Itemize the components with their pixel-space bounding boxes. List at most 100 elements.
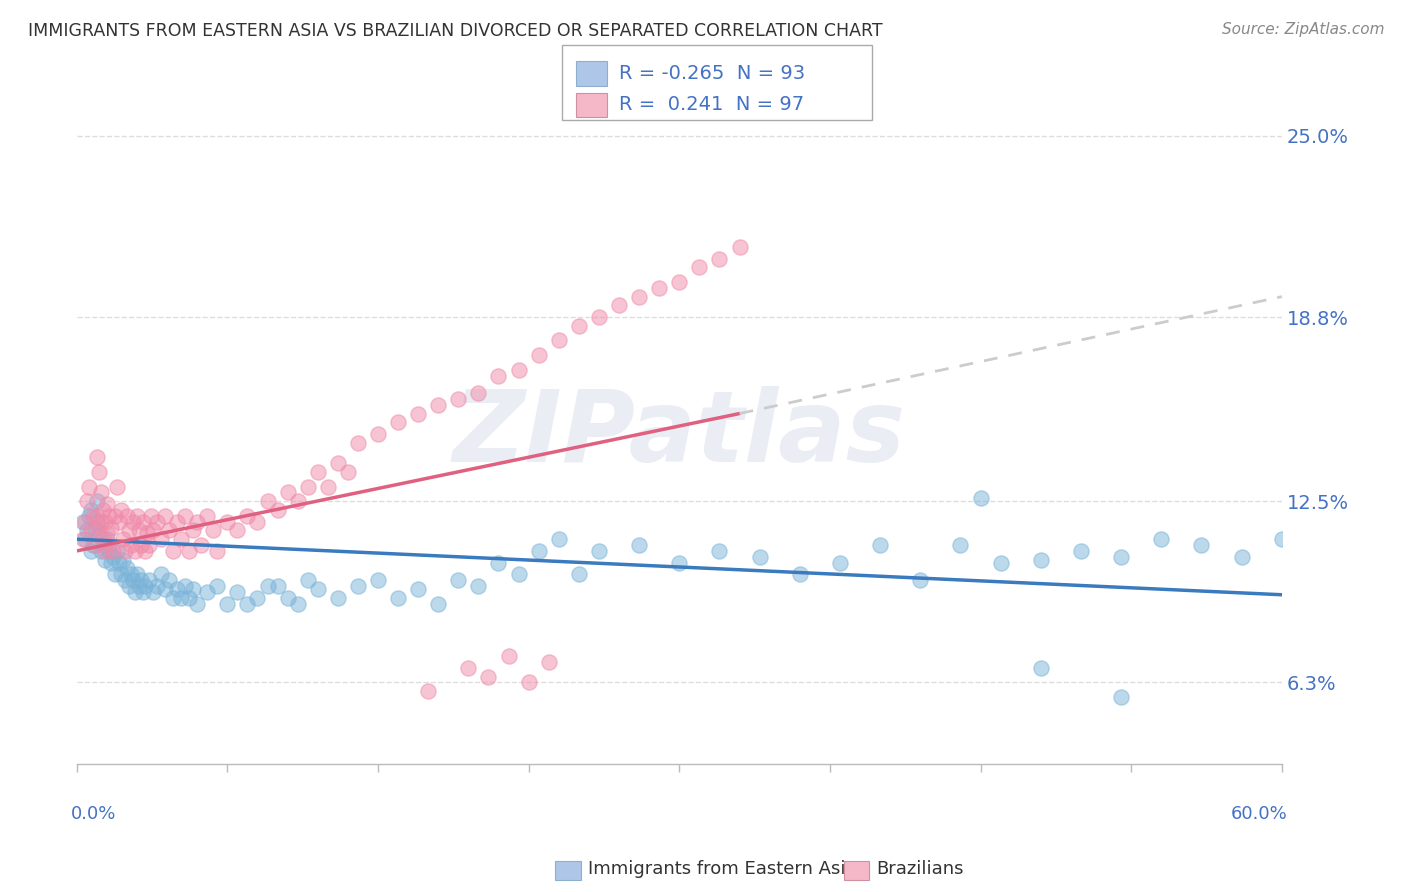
Point [87, 529, 110, 543]
Point [72, 515, 94, 529]
Point [467, 579, 489, 593]
Point [195, 508, 218, 523]
Point [80, 524, 103, 538]
Point [115, 561, 138, 575]
Point [508, 567, 530, 582]
Point [527, 544, 550, 558]
Point [77, 508, 100, 523]
Point [100, 520, 122, 534]
Point [86, 494, 108, 508]
Point [347, 435, 370, 450]
Point [111, 552, 134, 566]
Point [125, 567, 148, 582]
Point [139, 508, 162, 523]
Point [174, 579, 197, 593]
Point [202, 524, 225, 538]
Point [427, 597, 450, 611]
Point [142, 524, 165, 538]
Point [367, 427, 389, 442]
Point [1109, 690, 1132, 704]
Point [246, 591, 269, 605]
Point [186, 515, 208, 529]
Point [86, 450, 108, 465]
Point [256, 579, 278, 593]
Point [170, 533, 193, 547]
Point [76, 494, 98, 508]
Text: IMMIGRANTS FROM EASTERN ASIA VS BRAZILIAN DIVORCED OR SEPARATED CORRELATION CHAR: IMMIGRANTS FROM EASTERN ASIA VS BRAZILIA… [28, 22, 883, 40]
Point [86, 508, 108, 523]
Point [72, 533, 94, 547]
Point [709, 544, 731, 558]
Point [990, 556, 1012, 570]
Point [789, 567, 811, 582]
Point [488, 368, 510, 383]
Point [326, 456, 349, 470]
Point [179, 544, 201, 558]
Point [668, 556, 690, 570]
Point [162, 591, 184, 605]
Point [748, 549, 770, 564]
Point [125, 508, 148, 523]
Point [517, 675, 540, 690]
Point [120, 538, 142, 552]
Point [181, 582, 204, 596]
Point [568, 567, 591, 582]
Point [1109, 549, 1132, 564]
Point [226, 524, 249, 538]
Point [166, 582, 188, 596]
Point [134, 579, 156, 593]
Point [297, 480, 319, 494]
Point [157, 573, 180, 587]
Point [568, 318, 591, 333]
Point [287, 597, 309, 611]
Text: R = -0.265  N = 93: R = -0.265 N = 93 [619, 63, 804, 83]
Point [114, 573, 136, 587]
Point [307, 582, 329, 596]
Point [87, 524, 110, 538]
Point [170, 591, 193, 605]
Point [217, 515, 239, 529]
Point [226, 584, 249, 599]
Point [157, 524, 180, 538]
Point [108, 515, 131, 529]
Point [97, 538, 120, 552]
Text: ZIPatlas: ZIPatlas [453, 386, 905, 483]
Point [94, 515, 117, 529]
Point [387, 591, 409, 605]
Point [949, 538, 972, 552]
Point [287, 494, 309, 508]
Point [124, 584, 146, 599]
Point [174, 508, 197, 523]
Point [728, 240, 751, 254]
Point [138, 573, 160, 587]
Point [648, 281, 671, 295]
Point [628, 290, 651, 304]
Point [236, 597, 259, 611]
Point [94, 544, 117, 558]
Point [447, 573, 470, 587]
Point [387, 415, 409, 429]
Point [153, 582, 176, 596]
Text: 60.0%: 60.0% [1232, 805, 1288, 823]
Point [1191, 538, 1213, 552]
Point [105, 480, 128, 494]
Point [142, 584, 165, 599]
Point [132, 515, 155, 529]
Point [90, 515, 112, 529]
Point [1150, 533, 1173, 547]
Point [129, 538, 152, 552]
Point [277, 485, 299, 500]
Point [1029, 661, 1052, 675]
Point [91, 503, 114, 517]
Point [80, 544, 103, 558]
Point [427, 398, 450, 412]
Point [181, 524, 204, 538]
Point [1070, 544, 1092, 558]
Point [150, 533, 173, 547]
Point [447, 392, 470, 406]
Point [82, 508, 104, 523]
Point [138, 538, 160, 552]
Point [277, 591, 299, 605]
Point [97, 544, 120, 558]
Point [467, 386, 489, 401]
